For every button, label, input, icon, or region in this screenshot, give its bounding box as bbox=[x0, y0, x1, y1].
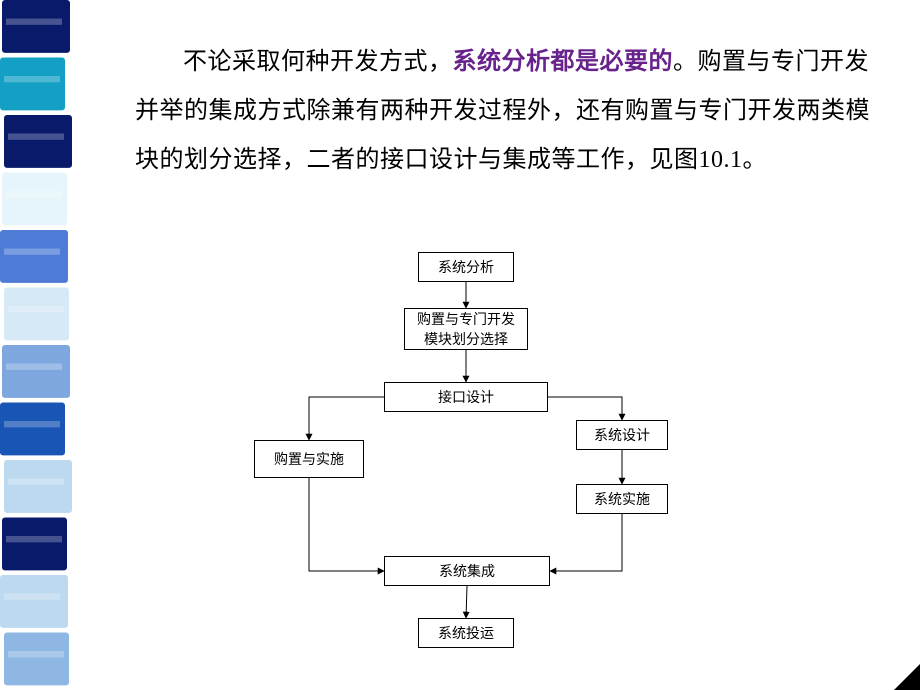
slide: 不论采取何种开发方式，系统分析都是必要的。购置与专门开发并举的集成方式除兼有两种… bbox=[0, 0, 920, 690]
flow-node-n3: 接口设计 bbox=[384, 382, 548, 412]
flow-node-n2: 购置与专门开发 模块划分选择 bbox=[404, 308, 528, 350]
flow-node-n4: 购置与实施 bbox=[254, 440, 364, 478]
flow-node-n5: 系统设计 bbox=[576, 420, 668, 450]
flow-node-n7: 系统集成 bbox=[384, 556, 550, 586]
flow-node-n8: 系统投运 bbox=[418, 618, 514, 648]
flow-node-n1: 系统分析 bbox=[418, 252, 514, 282]
flowchart-container: 系统分析购置与专门开发 模块划分选择接口设计购置与实施 系统设计系统实施系统集成系… bbox=[0, 0, 920, 690]
page-curl-icon bbox=[894, 664, 920, 690]
flow-node-n6: 系统实施 bbox=[576, 484, 668, 514]
